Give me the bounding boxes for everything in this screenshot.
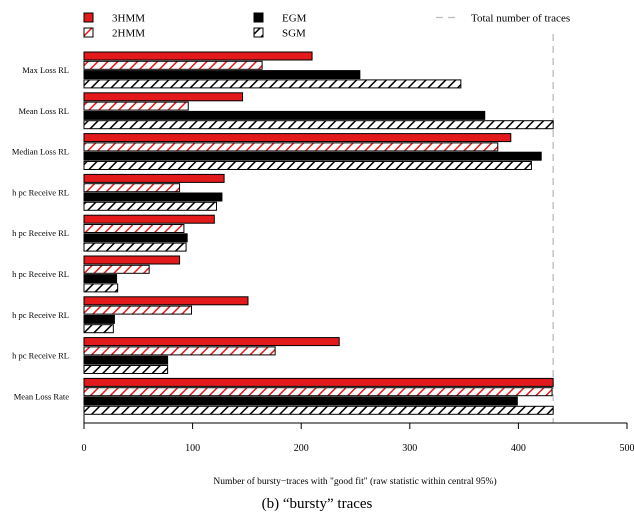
bar-2hmm-1 <box>83 101 189 111</box>
x-tick-label-0: 0 <box>82 443 87 454</box>
bar-2hmm-3 <box>83 183 181 193</box>
bar-sgm-4 <box>83 242 187 252</box>
x-axis: 0 100 200 300 400 500 Number of bursty−traces … <box>82 415 634 487</box>
legend-label-sgm: SGM <box>282 28 306 40</box>
x-tick-label-200: 200 <box>294 443 309 454</box>
bar-egm-8 <box>83 396 518 406</box>
bar-2hmm-8 <box>83 387 553 397</box>
category-label-2: Median Loss RL <box>12 147 69 157</box>
legend-label-egm: EGM <box>282 13 307 25</box>
category-label-5: h pc Receive RL <box>12 269 69 279</box>
bar-2hmm-4 <box>83 224 185 233</box>
x-tick-label-300: 300 <box>402 443 417 454</box>
category-label-0: Max Loss RL <box>22 65 69 75</box>
bar-3hmm-2 <box>83 133 512 143</box>
bar-sgm-6 <box>83 324 114 334</box>
bar-sgm-3 <box>83 201 217 211</box>
bar-egm-1 <box>83 110 486 120</box>
bar-egm-6 <box>83 314 115 324</box>
bar-3hmm-6 <box>83 296 249 306</box>
legend-label-total-traces: Total number of traces <box>471 13 570 25</box>
bar-2hmm-6 <box>83 305 193 315</box>
bar-3hmm-4 <box>83 214 215 224</box>
x-tick-label-100: 100 <box>185 443 200 454</box>
bar-3hmm-1 <box>83 92 244 102</box>
category-label-6: h pc Receive RL <box>12 310 69 320</box>
x-tick-label-400: 400 <box>511 443 526 454</box>
bar-egm-2 <box>83 151 542 161</box>
figure-caption: (b) “bursty” traces <box>261 496 373 512</box>
category-label-8: Mean Loss Rate <box>14 391 69 401</box>
bar-egm-5 <box>83 274 118 284</box>
category-label-1: Mean Loss RL <box>18 106 69 116</box>
bar-sgm-7 <box>83 365 169 374</box>
bar-2hmm-5 <box>83 264 150 274</box>
bar-egm-4 <box>83 233 188 243</box>
bar-egm-3 <box>83 192 223 202</box>
bar-sgm-5 <box>83 283 119 293</box>
legend-swatch-sgm <box>253 27 264 38</box>
bar-sgm-2 <box>83 161 532 170</box>
legend-swatch-3hmm <box>83 12 94 23</box>
bar-3hmm-5 <box>83 255 181 265</box>
x-axis-title: Number of bursty−traces with "good fit" … <box>213 476 496 487</box>
legend-swatch-egm <box>253 12 264 23</box>
bar-3hmm-3 <box>83 173 225 183</box>
bar-3hmm-7 <box>83 337 340 347</box>
legend-label-3hmm: 3HMM <box>112 13 145 25</box>
bar-3hmm-0 <box>83 51 313 61</box>
category-labels: Max Loss RL Mean Loss RL Median Loss RL h p… <box>12 65 69 401</box>
category-label-3: h pc Receive RL <box>12 187 69 197</box>
bar-sgm-0 <box>83 79 462 89</box>
bar-sgm-8 <box>83 405 554 415</box>
category-label-7: h pc Receive RL <box>12 351 69 361</box>
legend-swatch-2hmm <box>83 27 94 38</box>
legend-label-2hmm: 2HMM <box>112 28 145 40</box>
plot-area <box>83 34 554 423</box>
legend: 3HMM 2HMM EGM SGM Total number of traces <box>83 12 570 40</box>
bar-3hmm-8 <box>83 377 554 387</box>
bar-2hmm-0 <box>83 60 263 70</box>
bar-2hmm-7 <box>83 346 276 356</box>
bar-2hmm-2 <box>83 142 499 152</box>
bar-egm-0 <box>83 70 361 80</box>
bar-sgm-1 <box>83 120 554 130</box>
x-tick-label-500: 500 <box>620 443 634 454</box>
category-label-4: h pc Receive RL <box>12 228 69 238</box>
bar-egm-7 <box>83 355 169 365</box>
